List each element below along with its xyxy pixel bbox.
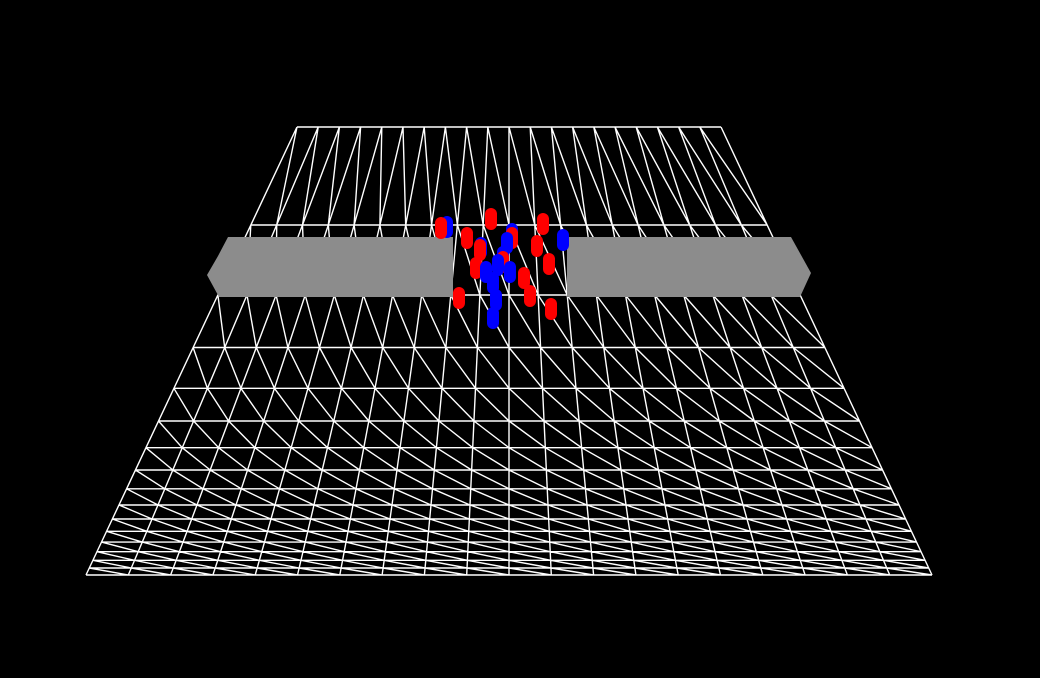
agent-red-5 xyxy=(470,257,482,279)
agent-blue-9 xyxy=(487,307,499,329)
agent-blue-7 xyxy=(487,272,499,294)
floor-grid xyxy=(85,126,933,576)
agent-blue-5 xyxy=(557,229,569,251)
agent-red-1 xyxy=(485,208,497,230)
grid-lines xyxy=(85,126,933,576)
agent-red-9 xyxy=(453,287,465,309)
agents xyxy=(435,208,569,329)
agent-blue-11 xyxy=(504,261,516,283)
agent-blue-8 xyxy=(490,289,502,311)
agent-red-4 xyxy=(531,235,543,257)
barrier-right xyxy=(567,237,811,297)
agent-red-6 xyxy=(543,253,555,275)
agent-red-2 xyxy=(461,227,473,249)
agent-red-8 xyxy=(524,285,536,307)
agent-red-3 xyxy=(537,213,549,235)
barriers xyxy=(207,237,811,297)
agent-red-7 xyxy=(518,267,530,289)
agent-red-11 xyxy=(435,217,447,239)
agent-red-10 xyxy=(545,298,557,320)
barrier-left xyxy=(207,237,453,297)
agent-blue-6 xyxy=(492,254,504,276)
agent-red-13 xyxy=(474,239,486,261)
